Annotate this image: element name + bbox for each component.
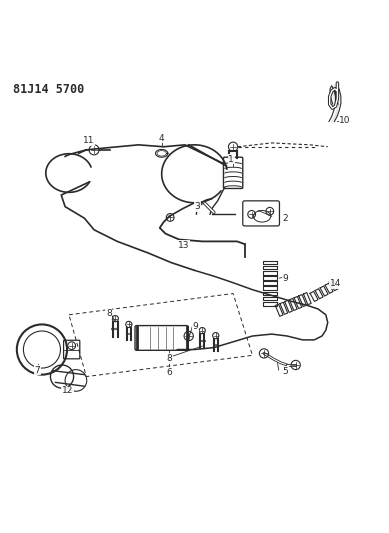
Text: 6: 6 [166,368,172,377]
Text: 11: 11 [82,136,94,146]
Text: 81J14 5700: 81J14 5700 [13,83,84,96]
Text: 10: 10 [339,116,351,125]
Text: 1: 1 [228,155,234,164]
Text: 4: 4 [158,134,164,143]
Text: 3: 3 [195,202,200,211]
Text: 2: 2 [282,214,288,223]
Text: 12: 12 [62,386,74,395]
Text: 9: 9 [282,274,288,284]
Text: 8: 8 [106,309,112,318]
Text: 13: 13 [178,241,189,250]
Text: 14: 14 [330,279,341,288]
Text: 9: 9 [193,322,198,331]
Text: 8: 8 [166,354,172,363]
Text: 7: 7 [35,366,40,375]
Text: 5: 5 [282,367,288,376]
